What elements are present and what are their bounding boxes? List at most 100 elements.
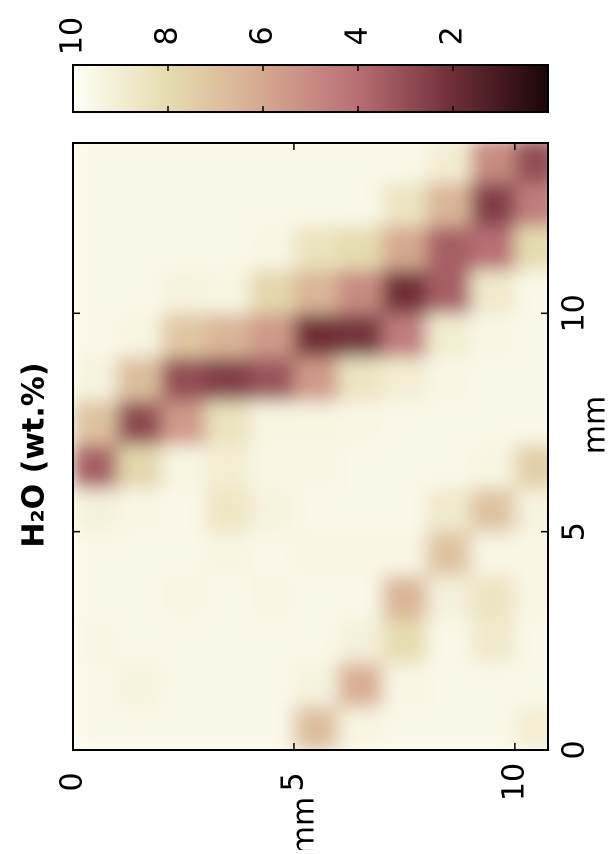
heat-cell [117,139,162,183]
colorbar-tick-label: 4 [340,26,375,45]
heat-cell [73,619,118,663]
colorbar-tick-label: 10 [55,17,90,55]
heat-cell [382,357,427,401]
heat-cell [471,226,516,270]
heat-cell [206,313,251,357]
heat-cell [515,357,560,401]
heat-cell [382,401,427,445]
heat-cell [294,532,339,576]
heat-cell [471,270,516,314]
heat-cell [161,663,206,707]
y-tick-label: 0 [55,772,90,791]
chart-title: H₂O (wt.%) [17,362,52,547]
heat-cell [338,444,383,488]
heat-cell [382,139,427,183]
heat-cell [117,488,162,532]
heat-cell [515,270,560,314]
heat-cell [161,706,206,750]
y-axis-label: mm [287,797,322,850]
heat-cell [426,139,471,183]
heat-cell [206,139,251,183]
x-tick-label: 0 [557,740,592,759]
heat-cell [206,270,251,314]
heat-cell [471,444,516,488]
heat-cell [294,357,339,401]
colorbar-tick-label: 8 [150,26,185,45]
heat-cell [161,357,206,401]
heat-cell [206,663,251,707]
heat-cell [206,357,251,401]
heat-cell [250,270,295,314]
heat-cell [294,706,339,750]
heat-cell [117,270,162,314]
heat-cell [426,663,471,707]
heat-cell [117,706,162,750]
heat-cell [161,575,206,619]
heat-cell [382,575,427,619]
heat-cell [294,139,339,183]
heat-cell [382,532,427,576]
heat-cell [250,619,295,663]
heat-cell [338,357,383,401]
heat-cell [471,619,516,663]
heat-cell [117,619,162,663]
heat-cell [117,182,162,226]
heat-cell [471,401,516,445]
heat-cell [294,313,339,357]
heat-cell [206,444,251,488]
colorbar-tick-label: 6 [245,26,280,45]
heat-cell [294,444,339,488]
heat-cell [73,182,118,226]
heat-cell [426,706,471,750]
heat-cell [73,226,118,270]
heat-cell [471,575,516,619]
colorbar [73,65,548,112]
heat-cell [471,488,516,532]
heat-cell [161,619,206,663]
heat-cell [515,444,560,488]
x-axis-label: mm [578,396,611,454]
heat-cell [250,226,295,270]
heat-cell [471,139,516,183]
heatmap [73,139,560,751]
heat-cell [515,706,560,750]
heat-cell [338,401,383,445]
heat-cell [161,313,206,357]
heat-cell [117,444,162,488]
heat-cell [471,182,516,226]
heat-cell [117,575,162,619]
heat-cell [206,182,251,226]
heat-cell [426,532,471,576]
x-tick-label: 5 [557,522,592,541]
heat-cell [161,532,206,576]
heat-cell [73,532,118,576]
heat-cell [73,357,118,401]
heat-cell [250,401,295,445]
heat-cell [117,357,162,401]
heat-cell [515,488,560,532]
heat-cell [515,619,560,663]
heat-cell [73,663,118,707]
heat-cell [250,182,295,226]
heat-cell [515,532,560,576]
heat-cell [250,357,295,401]
heat-cell [338,663,383,707]
heat-cell [73,575,118,619]
heat-cell [294,226,339,270]
heatmap-cells [73,139,560,751]
heat-cell [250,706,295,750]
x-tick-label: 10 [557,294,592,332]
heat-cell [338,575,383,619]
heat-cell [382,313,427,357]
heat-cell [206,619,251,663]
heat-cell [117,401,162,445]
heat-cell [117,532,162,576]
heat-cell [250,313,295,357]
heat-cell [294,663,339,707]
heat-cell [206,226,251,270]
heat-cell [206,532,251,576]
heat-cell [161,226,206,270]
heat-cell [471,313,516,357]
heat-cell [338,182,383,226]
heat-cell [471,663,516,707]
